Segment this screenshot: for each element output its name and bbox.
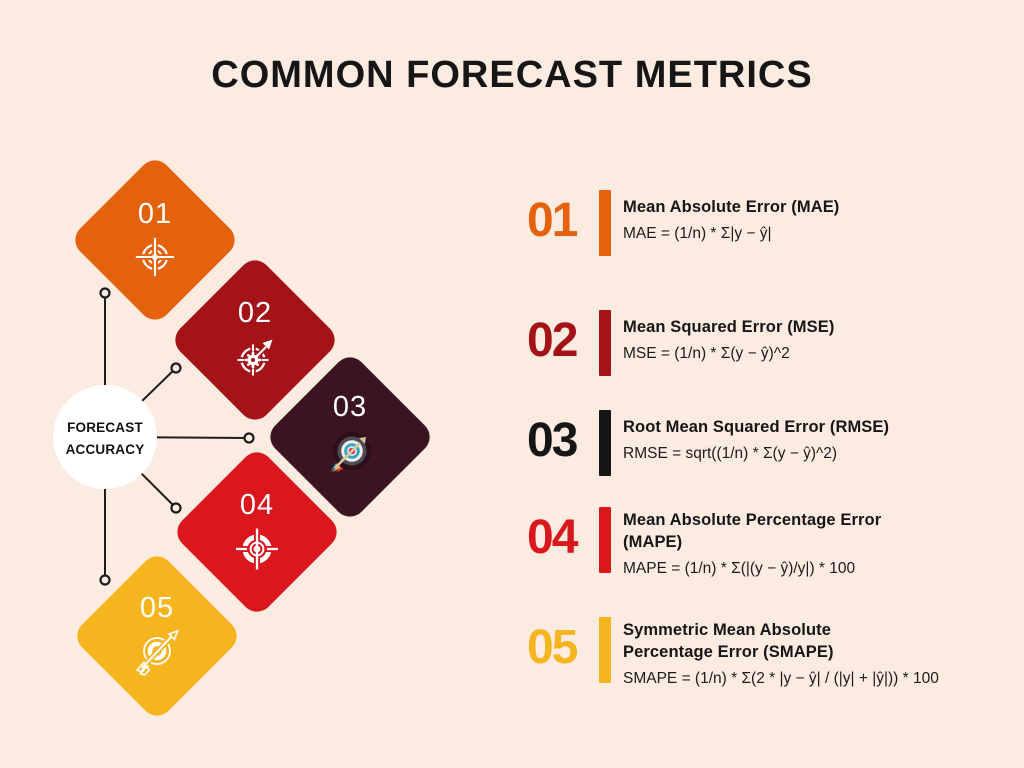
line-end-dot bbox=[243, 432, 255, 444]
metric-row-mape: 04 Mean Absolute Percentage Error (MAPE)… bbox=[527, 505, 1024, 579]
target-gear-arrow-icon bbox=[237, 339, 273, 376]
connector-lines bbox=[53, 287, 255, 586]
metric-number: 02 bbox=[527, 314, 578, 367]
metric-formula: RMSE = sqrt((1/n) * Σ(y − ŷ)^2) bbox=[623, 444, 838, 462]
hub-circle bbox=[53, 385, 157, 489]
metric-formula: MSE = (1/n) * Σ(y − ŷ)^2 bbox=[623, 344, 790, 362]
metric-accent-bar bbox=[599, 410, 611, 476]
line-end-dot bbox=[170, 502, 182, 514]
diamond-number: 03 bbox=[332, 391, 368, 423]
metric-number: 05 bbox=[527, 621, 578, 674]
diamond-05: 05 bbox=[70, 549, 244, 723]
metric-title: Root Mean Squared Error (RMSE) bbox=[623, 418, 890, 436]
diamond-03: 03 bbox=[263, 350, 437, 524]
metric-row-mae: 01 Mean Absolute Error (MAE) MAE = (1/n)… bbox=[527, 188, 1024, 256]
metric-accent-bar bbox=[599, 310, 611, 376]
metric-formula: MAPE = (1/n) * Σ(|(y − ŷ)/y|) * 100 bbox=[623, 559, 856, 577]
diamond-01: 01 bbox=[68, 153, 242, 327]
diamond-number: 01 bbox=[137, 198, 173, 230]
metric-title: Mean Squared Error (MSE) bbox=[623, 318, 835, 336]
target-scope-icon bbox=[135, 237, 175, 277]
bullseye-arrow-outline-icon bbox=[135, 629, 179, 676]
diamond-02: 02 bbox=[168, 253, 342, 427]
metric-row-smape: 05 Symmetric Mean Absolute Percentage Er… bbox=[527, 615, 1024, 689]
line-end-dot bbox=[99, 287, 111, 299]
line-end-dot bbox=[99, 574, 111, 586]
metric-number: 01 bbox=[527, 194, 578, 247]
line-end-dot bbox=[170, 362, 182, 374]
diamond-number: 02 bbox=[237, 297, 273, 329]
metric-formula: SMAPE = (1/n) * Σ(2 * |y − ŷ| / (|y| + |… bbox=[623, 669, 939, 687]
diamond-number: 04 bbox=[239, 489, 275, 521]
metric-number: 03 bbox=[527, 414, 578, 467]
page-title: COMMON FORECAST METRICS bbox=[211, 54, 813, 96]
metric-accent-bar bbox=[599, 507, 611, 573]
diamond-number: 05 bbox=[139, 592, 175, 624]
target-bold-icon bbox=[235, 528, 279, 570]
hub-label: FORECAST ACCURACY bbox=[65, 419, 145, 457]
bullseye-arrow-flat-icon bbox=[331, 432, 371, 473]
metric-row-mse: 02 Mean Squared Error (MSE) MSE = (1/n) … bbox=[527, 308, 1024, 376]
diamond-04: 04 bbox=[170, 445, 344, 619]
metric-formula: MAE = (1/n) * Σ|y − ŷ| bbox=[623, 224, 772, 242]
metric-accent-bar bbox=[599, 190, 611, 256]
metric-number: 04 bbox=[527, 511, 578, 564]
metric-title: Mean Absolute Percentage Error (MAPE) bbox=[623, 511, 882, 551]
metric-row-rmse: 03 Root Mean Squared Error (RMSE) RMSE =… bbox=[527, 408, 1024, 476]
metric-title: Mean Absolute Error (MAE) bbox=[623, 198, 840, 216]
metric-title: Symmetric Mean Absolute Percentage Error… bbox=[623, 621, 834, 661]
metric-accent-bar bbox=[599, 617, 611, 683]
